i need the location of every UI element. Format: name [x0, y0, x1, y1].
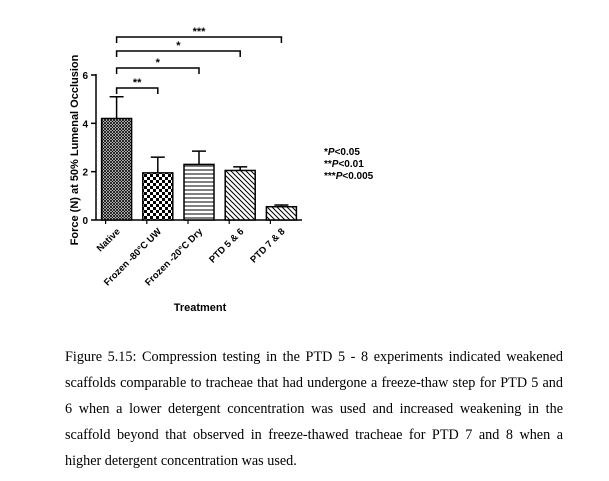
- significance-label: *: [176, 40, 181, 52]
- bar: [265, 205, 298, 221]
- significance-label: *: [156, 57, 161, 69]
- y-tick-label: 6: [82, 71, 88, 82]
- significance-legend-item: *P<0.05: [324, 147, 360, 158]
- significance-legend: *P<0.05 **P<0.01 ***P<0.005: [324, 147, 373, 183]
- significance-legend-item: **P<0.01: [324, 159, 364, 170]
- x-tick-label: PTD 7 & 8: [248, 226, 287, 265]
- y-axis-label: Force (N) at 50% Lumenal Occlusion: [69, 54, 81, 245]
- significance-bracket: [115, 36, 283, 43]
- significance-brackets: *******: [115, 26, 283, 94]
- y-ticks: 0 2 4 6: [82, 71, 96, 227]
- bar: [142, 172, 174, 221]
- x-tick-label: PTD 5 & 6: [207, 226, 246, 265]
- significance-bracket: [115, 67, 200, 74]
- significance-bracket: [115, 87, 159, 94]
- significance-label: ***: [193, 26, 207, 38]
- error-bars: [109, 96, 289, 207]
- significance-label: **: [133, 77, 142, 89]
- x-tick-label: Native: [95, 226, 123, 254]
- bars: [100, 117, 298, 221]
- significance-bracket: [115, 50, 241, 57]
- x-axis-label: Treatment: [174, 302, 227, 314]
- bar: [183, 163, 215, 221]
- bar: [224, 169, 256, 221]
- y-tick-label: 2: [82, 168, 88, 179]
- figure-caption: Figure 5.15: Compression testing in the …: [65, 349, 563, 469]
- significance-legend-item: ***P<0.005: [324, 171, 374, 182]
- bar: [100, 117, 133, 221]
- y-tick-label: 0: [82, 216, 88, 227]
- y-tick-label: 4: [82, 119, 88, 130]
